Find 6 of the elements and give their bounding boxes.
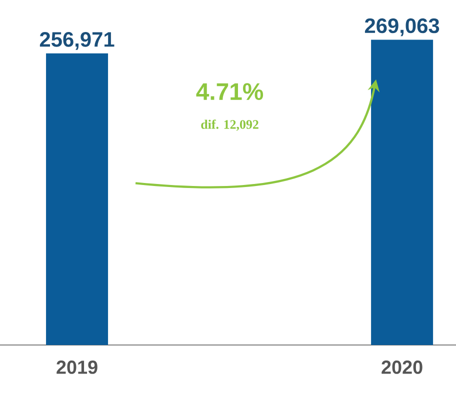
annotation: 4.71% xyxy=(196,83,264,100)
x-tick-label: 2019 xyxy=(56,360,98,374)
annotation: dif. 12,092 xyxy=(201,120,258,131)
data-label: 256,971 xyxy=(40,32,114,50)
data-label: 269,063 xyxy=(364,18,440,36)
x-tick-label: 2020 xyxy=(382,360,422,374)
